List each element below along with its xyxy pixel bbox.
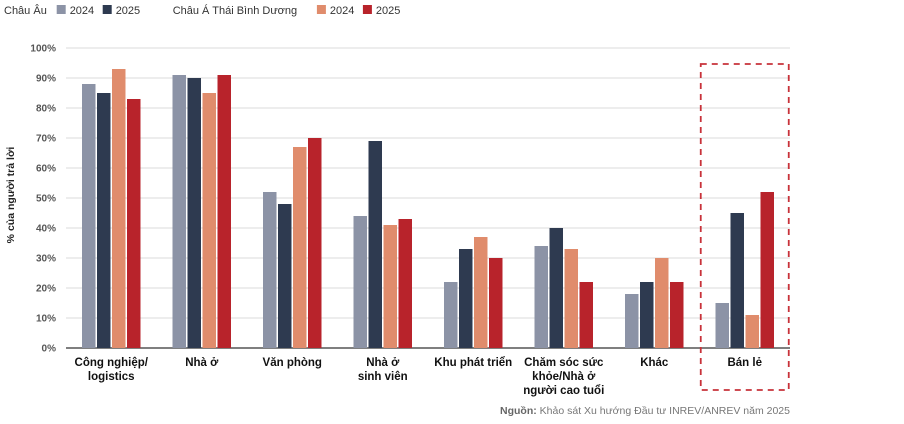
y-tick-label: 20% bbox=[36, 284, 56, 295]
bar bbox=[444, 282, 458, 348]
legend-entry-label: 2024 bbox=[70, 5, 94, 17]
x-tick-label: Văn phòng bbox=[263, 357, 322, 369]
source-note: Nguồn: Khảo sát Xu hướng Đầu tư INREV/AN… bbox=[500, 405, 790, 417]
bar bbox=[715, 303, 729, 348]
x-tick-label: Chăm sóc sức khỏe/Nhà ở người cao tuổi bbox=[523, 357, 604, 397]
legend-entry-label: 2025 bbox=[376, 5, 400, 17]
bar bbox=[202, 93, 216, 348]
bar bbox=[625, 294, 639, 348]
bar bbox=[730, 213, 744, 348]
bar bbox=[97, 93, 111, 348]
bar bbox=[293, 147, 307, 348]
bar bbox=[489, 258, 503, 348]
x-axis-category-labels: Công nghiệp/logistics Nhà ở Văn phòng Nhà ở… bbox=[75, 357, 762, 397]
legend-group-label: Châu Á Thái Bình Dương bbox=[173, 4, 297, 17]
y-tick-label: 0% bbox=[42, 344, 57, 355]
highlight-box bbox=[699, 63, 790, 391]
bars bbox=[82, 69, 774, 348]
y-tick-label: 10% bbox=[36, 314, 56, 325]
highlight-rect bbox=[699, 63, 790, 391]
bar bbox=[217, 75, 231, 348]
y-tick-label: 70% bbox=[36, 134, 56, 145]
bar bbox=[655, 258, 669, 348]
y-tick-label: 90% bbox=[36, 74, 56, 85]
gridlines bbox=[66, 47, 790, 349]
bar bbox=[640, 282, 654, 348]
y-tick-label: 40% bbox=[36, 224, 56, 235]
x-tick-label: Nhà ở bbox=[185, 357, 219, 369]
bar bbox=[579, 282, 593, 348]
x-tick-label: Bán lẻ bbox=[727, 357, 762, 369]
bar bbox=[187, 78, 201, 348]
bar bbox=[112, 69, 126, 348]
legend-entry-label: 2024 bbox=[330, 5, 354, 17]
x-tick-label: Khu phát triển bbox=[434, 357, 512, 369]
bar bbox=[368, 141, 382, 348]
bar bbox=[459, 249, 473, 348]
bar bbox=[82, 84, 96, 348]
bar bbox=[534, 246, 548, 348]
legend-swatch bbox=[362, 5, 372, 14]
y-tick-label: 80% bbox=[36, 104, 56, 115]
bar bbox=[353, 216, 367, 348]
x-tick-label: Khác bbox=[640, 357, 669, 369]
bar bbox=[263, 192, 277, 348]
y-axis-title: % của người trả lời bbox=[5, 147, 17, 244]
bar bbox=[127, 99, 141, 348]
bar bbox=[760, 192, 774, 348]
legend-entry-label: 2025 bbox=[116, 5, 140, 17]
bar bbox=[308, 138, 322, 348]
legend-swatch bbox=[316, 5, 326, 14]
bar bbox=[564, 249, 578, 348]
bar bbox=[383, 225, 397, 348]
legend-swatch bbox=[56, 5, 66, 14]
bar bbox=[172, 75, 186, 348]
source-label: Nguồn: bbox=[500, 405, 537, 417]
x-tick-label: Công nghiệp/logistics bbox=[75, 357, 149, 383]
bar bbox=[745, 315, 759, 348]
source-text: Khảo sát Xu hướng Đầu tư INREV/ANREV năm… bbox=[537, 405, 790, 417]
legend-group-label: Châu Âu bbox=[4, 4, 47, 17]
y-tick-label: 30% bbox=[36, 254, 56, 265]
y-axis-ticks: 0% 10% 20% 30% 40% 50% 60% 70% 80% 90% 100% bbox=[30, 44, 56, 355]
bar bbox=[474, 237, 488, 348]
chart-legend: Châu Âu 2024 2025 Châu Á Thái Bình Dương 202… bbox=[4, 4, 400, 17]
bar bbox=[670, 282, 684, 348]
bar bbox=[398, 219, 412, 348]
y-tick-label: 60% bbox=[36, 164, 56, 175]
y-tick-label: 50% bbox=[36, 194, 56, 205]
legend-swatch bbox=[102, 5, 112, 14]
y-tick-label: 100% bbox=[30, 44, 56, 55]
x-tick-label: Nhà ở sinh viên bbox=[358, 357, 408, 383]
bar bbox=[278, 204, 292, 348]
bar bbox=[549, 228, 563, 348]
